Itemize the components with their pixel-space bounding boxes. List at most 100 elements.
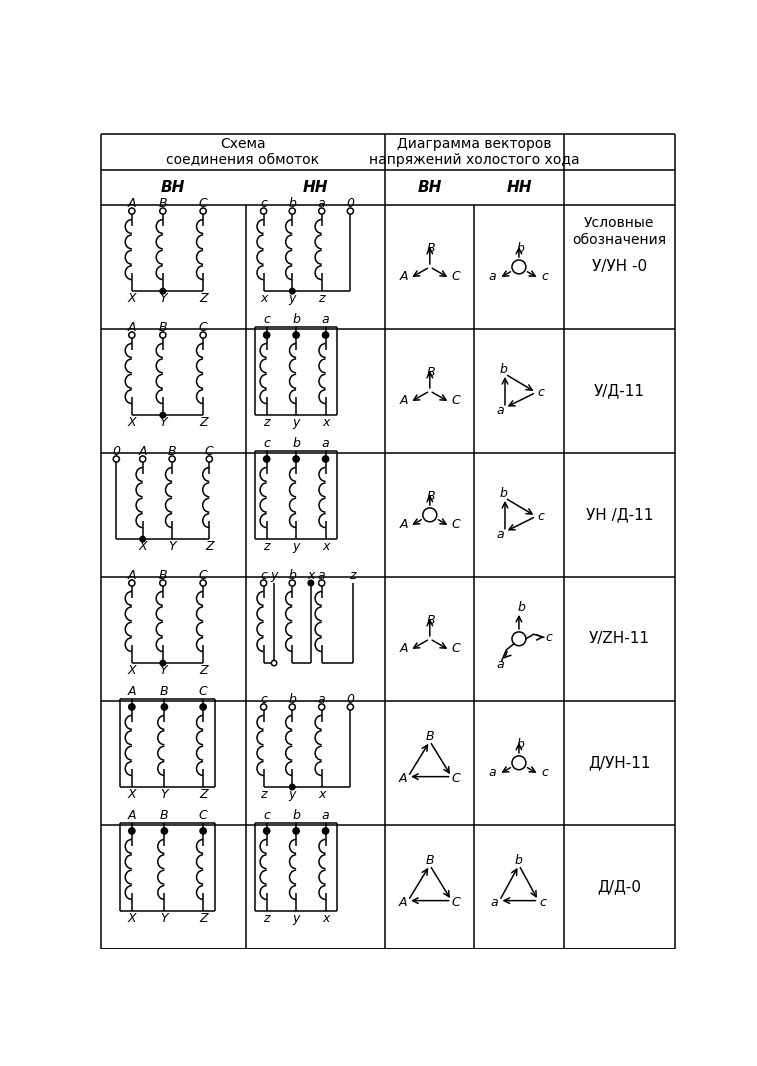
Text: C: C [199,809,207,822]
Text: Д/УН-11: Д/УН-11 [588,756,650,771]
Text: B: B [427,366,436,378]
Text: z: z [319,292,325,305]
Text: c: c [542,271,549,284]
Text: b: b [292,313,300,326]
Circle shape [161,704,167,710]
Text: c: c [537,386,544,399]
Circle shape [260,208,266,214]
Text: a: a [318,569,326,582]
Circle shape [294,333,298,337]
Circle shape [129,828,134,834]
Text: c: c [260,197,267,210]
Circle shape [129,828,135,834]
Text: C: C [199,197,207,210]
Circle shape [289,785,295,790]
Text: C: C [199,685,207,698]
Text: C: C [452,271,460,284]
Text: c: c [263,313,270,326]
Text: Y: Y [159,664,167,677]
Text: Y: Y [160,912,168,925]
Text: x: x [318,788,326,802]
Text: X: X [127,912,136,925]
Text: a: a [489,271,497,284]
Text: ВН: ВН [161,180,185,195]
Text: A: A [128,569,136,582]
Text: z: z [260,788,266,802]
Circle shape [129,580,135,586]
Text: z: z [263,912,270,925]
Text: B: B [427,490,436,503]
Text: Z: Z [199,664,207,677]
Text: x: x [260,292,267,305]
Circle shape [512,260,526,274]
Text: b: b [500,362,507,376]
Circle shape [289,580,295,586]
Text: B: B [160,809,169,822]
Circle shape [347,704,354,710]
Text: a: a [497,659,504,672]
Text: c: c [260,569,267,582]
Circle shape [322,456,329,462]
Circle shape [319,208,325,214]
Circle shape [347,208,354,214]
Circle shape [162,705,167,709]
Circle shape [129,332,135,338]
Text: a: a [318,693,326,706]
Text: У/УН -0: У/УН -0 [592,259,647,274]
Circle shape [323,456,328,462]
Text: Y: Y [168,540,176,553]
Text: x: x [307,569,315,582]
Text: X: X [127,788,136,802]
Circle shape [322,332,329,338]
Text: C: C [452,394,460,407]
Text: Диаграмма векторов
напряжений холостого хода: Диаграмма векторов напряжений холостого … [369,138,580,167]
Circle shape [201,828,205,834]
Text: Y: Y [159,292,167,305]
Text: b: b [292,809,300,822]
Text: a: a [491,895,498,908]
Circle shape [260,704,266,710]
Text: A: A [399,271,408,284]
Circle shape [129,208,135,214]
Text: b: b [500,487,507,500]
Text: z: z [263,540,270,553]
Circle shape [160,208,166,214]
Text: C: C [452,518,460,531]
Text: X: X [127,664,136,677]
Text: Y: Y [160,788,168,802]
Circle shape [200,828,206,834]
Circle shape [161,828,167,834]
Text: b: b [288,693,296,706]
Circle shape [294,828,298,834]
Text: C: C [452,895,460,908]
Text: НН: НН [303,180,329,195]
Text: b: b [516,242,525,255]
Circle shape [264,828,269,834]
Text: y: y [292,417,300,430]
Circle shape [423,507,437,521]
Text: c: c [263,437,270,450]
Text: c: c [545,631,552,644]
Text: A: A [399,518,408,531]
Text: УН /Д-11: УН /Д-11 [586,507,653,522]
Text: A: A [398,772,407,785]
Text: b: b [288,197,296,210]
Text: A: A [128,197,136,210]
Text: B: B [427,614,436,627]
Circle shape [260,580,266,586]
Text: y: y [288,292,296,305]
Text: z: z [350,569,356,582]
Text: B: B [425,730,434,743]
Text: x: x [322,417,329,430]
Text: z: z [263,417,270,430]
Text: Y: Y [159,417,167,430]
Text: У/ZН-11: У/ZН-11 [589,631,650,646]
Circle shape [200,332,206,338]
Text: ВН: ВН [418,180,442,195]
Text: b: b [515,854,523,867]
Text: Z: Z [205,540,213,553]
Text: c: c [537,510,544,523]
Circle shape [322,828,329,834]
Text: c: c [263,809,270,822]
Text: x: x [322,540,329,553]
